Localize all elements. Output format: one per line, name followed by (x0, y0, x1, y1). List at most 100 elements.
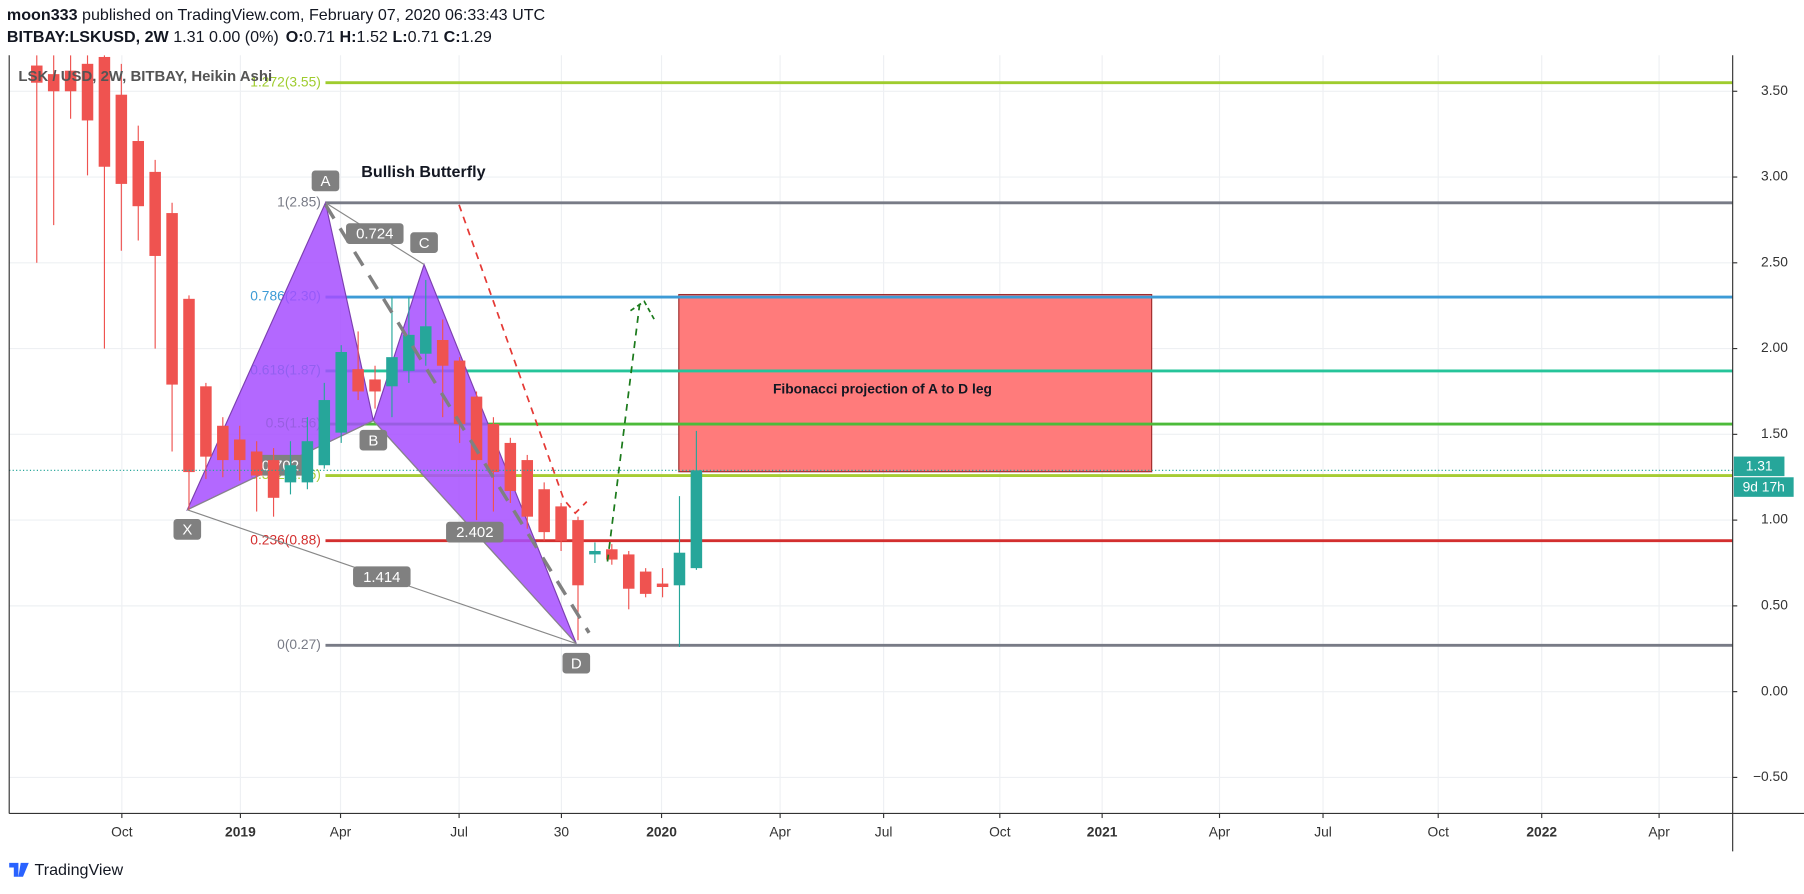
published: published on TradingView.com, February 0… (82, 6, 546, 24)
point-box (311, 170, 340, 192)
price-tag (1733, 456, 1785, 477)
candle-body (233, 439, 246, 461)
candle-body (690, 470, 703, 569)
candle-body (453, 360, 466, 425)
publisher: moon333 (7, 6, 78, 24)
countdown-label: 9d 17h (1743, 479, 1785, 494)
ohlc-value: 0.71 (304, 28, 335, 46)
candle-body (47, 74, 60, 92)
point-label: B (368, 432, 378, 449)
candle-body (149, 171, 161, 256)
y-tick-label: 0.50 (1761, 598, 1788, 613)
price-tags: 1.31 9d 17h (9, 456, 1794, 497)
candle-body (572, 520, 584, 586)
x-tick-label: 2021 (1087, 825, 1118, 840)
point-label: D (571, 655, 582, 672)
countdown-tag (1733, 477, 1794, 497)
fib-label: 1.272(3.55) (250, 74, 321, 89)
y-tick-label: 3.50 (1761, 83, 1788, 98)
ohlc-key: L: (392, 28, 407, 46)
arrow-head (630, 300, 657, 323)
point-label: C (419, 235, 430, 252)
candle-body (166, 213, 178, 385)
x-tick-label: Oct (111, 825, 133, 840)
point-box (173, 519, 202, 540)
candle-body (352, 369, 364, 392)
candle-body (639, 571, 652, 594)
candle-body (606, 549, 618, 560)
x-tick-label: Apr (1648, 825, 1670, 840)
projection-path-green (606, 303, 641, 562)
legend: LSK / USD, 2W, BITBAY, Heikin Ashi (18, 68, 272, 85)
candle-body (504, 442, 517, 491)
x-tick-label: Jul (450, 825, 468, 840)
candle-body (487, 424, 500, 473)
candle-body (622, 554, 635, 589)
y-tick-label: 1.00 (1761, 512, 1788, 527)
y-tick-label: 3.00 (1761, 169, 1788, 184)
candle-body (132, 141, 145, 207)
price-tag-label: 1.31 (1746, 459, 1773, 474)
x-tick-label: Jul (1314, 825, 1332, 840)
x-tick-label: 2019 (225, 825, 256, 840)
y-tick-label: 2.50 (1761, 254, 1788, 269)
candle-body (673, 552, 686, 586)
fib-label: 1(2.85) (277, 194, 321, 209)
x-tick-label: Apr (769, 825, 791, 840)
header-line-2: BITBAY:LSKUSD, 2W 1.31 0.00 (0%) O:0.71 H:… (7, 28, 492, 46)
candle-body (200, 386, 212, 457)
ohlc-key: C: (444, 28, 461, 46)
x-tick-label: Jul (875, 825, 893, 840)
candle-body (98, 56, 111, 167)
x-tick-label: Oct (1427, 825, 1449, 840)
candle-body (589, 550, 601, 555)
ratio-label: 0.724 (356, 226, 393, 243)
footer-brand: TradingView (35, 861, 124, 879)
point-box (410, 232, 438, 254)
candle-body (386, 357, 398, 387)
candle-body (183, 298, 195, 473)
fib-label: 0(0.27) (277, 637, 321, 652)
point-label: X (182, 521, 192, 538)
x-tick-label: Oct (989, 825, 1011, 840)
symbol: BITBAY:LSKUSD, 2W (7, 28, 170, 46)
x-tick-label: Apr (330, 825, 352, 840)
candles (31, 55, 703, 648)
ohlc-value: 1.52 (357, 28, 388, 46)
candle-body (217, 425, 229, 461)
projection-box (678, 293, 1153, 473)
ratio-label: 2.402 (456, 524, 493, 541)
y-tick-label: 0.00 (1761, 683, 1788, 698)
candle-body (31, 65, 43, 83)
point-box (562, 652, 591, 674)
ratio-box (353, 566, 411, 588)
projection-path-gray (324, 203, 591, 634)
ohlc-value: 1.29 (461, 28, 492, 46)
y-tick-label: 2.00 (1761, 340, 1788, 355)
x-tick-label: 2022 (1526, 825, 1557, 840)
candle-body (470, 396, 483, 461)
pattern-title: Bullish Butterfly (361, 163, 485, 181)
projection-path-red (458, 204, 588, 515)
candle-body (538, 489, 550, 533)
change: 1.31 0.00 (0%) (173, 28, 279, 46)
header-line-1: moon333 published on TradingView.com, Fe… (7, 6, 546, 24)
x-tick-label: Apr (1209, 825, 1231, 840)
x-tick-label: 2020 (646, 825, 677, 840)
candle-body (656, 583, 669, 588)
y-tick-label: 1.50 (1761, 426, 1788, 441)
ohlc-key: H: (340, 28, 357, 46)
ohlc-value: 0.71 (408, 28, 439, 46)
candle-body (250, 451, 263, 476)
candle-body (555, 506, 567, 541)
candle-body (115, 94, 128, 184)
candle-body (521, 460, 534, 517)
candle-body (318, 400, 331, 466)
point-label: A (320, 173, 330, 190)
logo-icon (9, 862, 29, 877)
box-label: Fibonacci projection of A to D leg (773, 382, 992, 397)
ratio-box (346, 223, 404, 245)
candle-body (301, 441, 314, 483)
candle-body (403, 334, 415, 371)
